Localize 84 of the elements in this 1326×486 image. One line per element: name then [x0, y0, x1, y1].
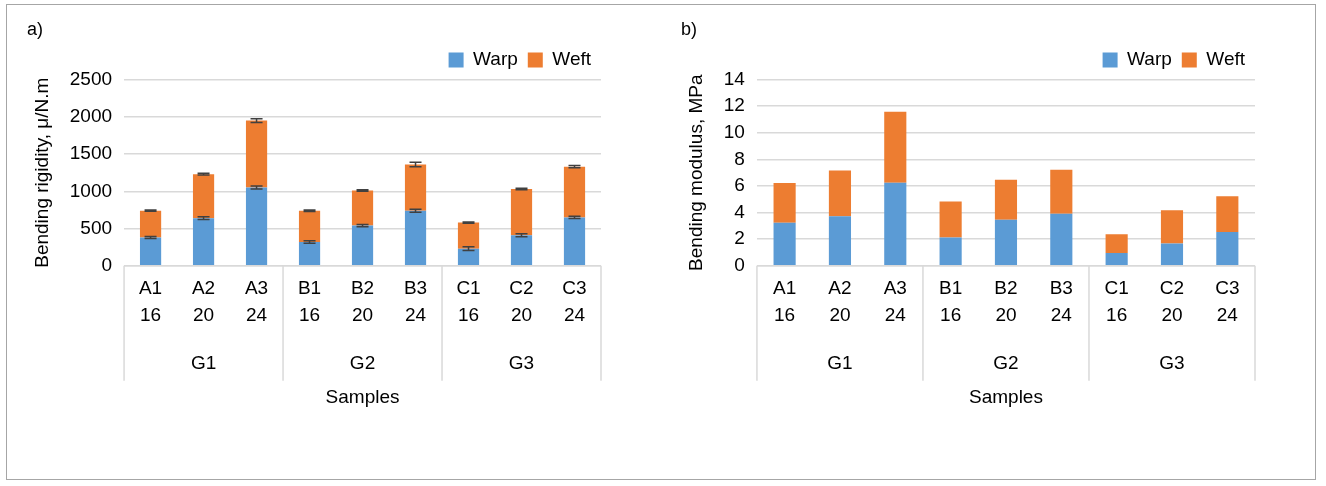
bar [1050, 169, 1073, 214]
chart-title: b) [681, 18, 698, 39]
bar [884, 182, 907, 266]
bar [1050, 213, 1073, 266]
bar [939, 201, 962, 238]
y-tick-label: 1000 [69, 179, 113, 201]
bar [994, 179, 1018, 220]
y-tick-label: 2 [734, 227, 745, 249]
x-axis-title: Samples [969, 386, 1043, 408]
bar [510, 189, 533, 236]
y-tick-label: 6 [734, 174, 745, 196]
x-tick-label: C1 16 [1104, 277, 1129, 325]
x-tick-label: B1 16 [297, 277, 322, 325]
bar [773, 182, 796, 223]
x-tick-label: C3 24 [562, 277, 587, 325]
text: G2 [993, 352, 1019, 374]
y-tick-label: 10 [723, 121, 745, 143]
legend-label: Weft [552, 48, 592, 70]
x-tick-label: B2 20 [994, 277, 1018, 325]
y-tick-label: 8 [734, 147, 745, 169]
bar [298, 210, 321, 242]
text: G1 [190, 352, 217, 374]
x-tick-label: A3 24 [883, 277, 907, 325]
y-tick-label: 2000 [69, 105, 113, 127]
text: G1 [827, 352, 853, 374]
bar [457, 222, 480, 249]
x-tick-label: A1 16 [772, 277, 797, 325]
bar [563, 217, 586, 266]
bar [192, 174, 215, 219]
legend-label: Warp [1127, 48, 1172, 70]
y-tick-label: 0 [101, 254, 113, 276]
text: G2 [349, 352, 376, 374]
y-tick-label: 1500 [69, 142, 113, 164]
x-tick-label: C2 20 [509, 277, 534, 325]
bar [994, 219, 1018, 266]
x-tick-label: B1 16 [939, 277, 963, 325]
bar [884, 111, 907, 183]
x-tick-label: C3 24 [1215, 277, 1240, 325]
legend-label: Warp [473, 48, 518, 70]
x-tick-label: A2 20 [828, 277, 852, 325]
bar [245, 120, 268, 188]
bar [828, 216, 852, 266]
x-tick-label: B2 20 [350, 277, 375, 325]
x-tick-label: A1 16 [138, 277, 163, 325]
x-axis-title: Samples [325, 386, 400, 408]
bar [404, 210, 427, 266]
bar [1160, 243, 1184, 266]
legend-label: Weft [1206, 48, 1246, 70]
bar [351, 225, 374, 266]
x-tick-label: A2 20 [191, 277, 216, 325]
bar [1216, 196, 1239, 233]
bar [245, 187, 268, 266]
text: G3 [1159, 352, 1185, 374]
bar [192, 218, 215, 266]
bar [1216, 232, 1239, 266]
bar [939, 237, 962, 266]
bar [510, 235, 533, 266]
y-tick-label: 14 [723, 67, 746, 89]
bar [404, 164, 427, 211]
x-tick-label: A3 24 [244, 277, 269, 325]
y-tick-label: 2500 [69, 67, 113, 89]
y-tick-label: 0 [734, 254, 745, 276]
bar [1105, 252, 1128, 266]
bar [457, 248, 480, 266]
bar [298, 241, 321, 266]
bar [139, 237, 162, 266]
x-tick-label: C1 16 [456, 277, 481, 325]
y-tick-label: 500 [80, 216, 113, 238]
y-axis-title: Bending modulus, MPa [684, 74, 706, 271]
bar [828, 170, 852, 217]
y-tick-label: 12 [723, 94, 745, 116]
bar [351, 190, 374, 226]
chart-title: a) [27, 18, 44, 39]
bar [139, 210, 162, 238]
bar [773, 222, 796, 266]
x-tick-label: B3 24 [403, 277, 428, 325]
y-axis-title: Bending rigidity, μ/N.m [30, 77, 52, 268]
bar [563, 166, 586, 218]
text: G3 [508, 352, 535, 374]
x-tick-label: C2 20 [1159, 277, 1185, 325]
x-tick-label: B3 24 [1049, 277, 1073, 325]
y-tick-label: 4 [734, 200, 746, 222]
bar [1160, 210, 1184, 244]
bar [1105, 234, 1128, 253]
